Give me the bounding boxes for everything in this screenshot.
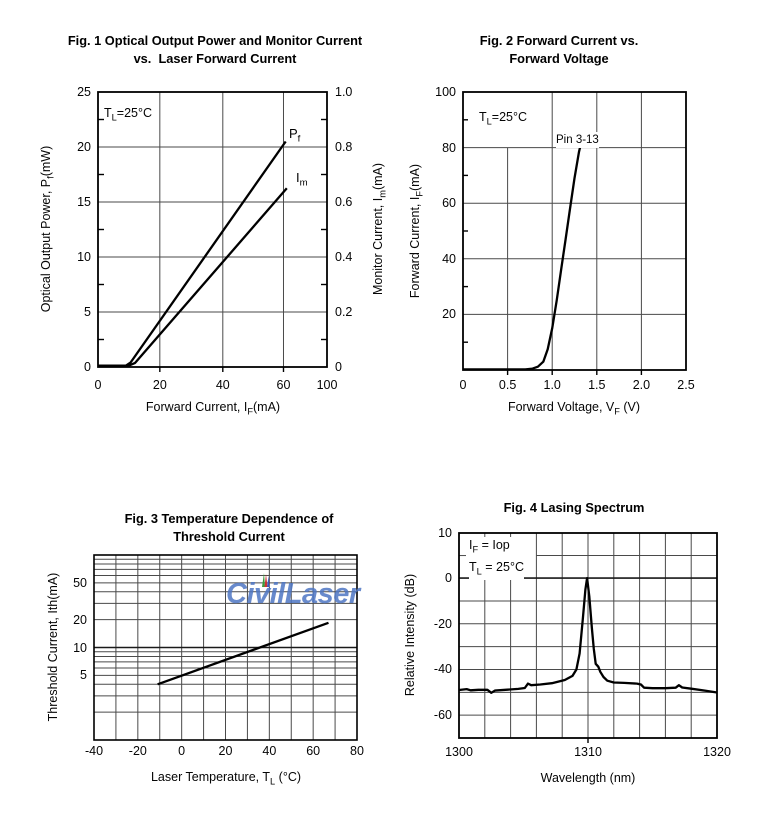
fig1-y2-tick-label: 0.6 — [335, 195, 353, 209]
fig2-x-tick-label: 2.5 — [677, 378, 695, 392]
fig2-x-tick-label: 0.5 — [498, 378, 517, 392]
fig4-x-axis-label: Wavelength (nm) — [540, 771, 636, 785]
fig2-y-tick-label: 80 — [442, 140, 456, 155]
fig1-x-tick-label: 40 — [215, 378, 230, 392]
fig2-x-tick-label: 1.0 — [543, 378, 561, 392]
fig3-y-tick-label: 20 — [73, 612, 87, 627]
fig1-y-tick-label: 25 — [77, 85, 91, 99]
fig4-svg — [458, 532, 718, 743]
figure-1-title: Fig. 1 Optical Output Power and Monitor … — [35, 32, 395, 68]
fig2-annotation-1: TL=25°C — [479, 109, 528, 130]
fig4-y-tick-label: -20 — [433, 616, 452, 631]
fig2-annotation-2: Pin 3-13 — [556, 132, 599, 148]
fig1-y-tick-label: 20 — [77, 140, 91, 154]
fig1-x-tick-label: 20 — [152, 378, 167, 392]
fig2-x-tick-label: 1.5 — [588, 378, 606, 392]
fig3-x-tick-label: 60 — [306, 744, 321, 758]
fig4-curve-0 — [458, 576, 718, 694]
fig1-plot-border — [97, 91, 328, 368]
fig1-y2-tick-label: 0 — [335, 360, 342, 374]
fig3-y-tick-label: 10 — [73, 640, 87, 655]
fig2-y-tick-label: 40 — [442, 251, 456, 266]
figure-4-title: Fig. 4 Lasing Spectrum — [444, 499, 704, 517]
fig3-x-tick-label: -20 — [128, 744, 147, 758]
fig1-title-line-2: vs. Laser Forward Current — [133, 51, 297, 66]
fig3-curve-0 — [157, 621, 329, 686]
fig1-y-tick-label: 15 — [77, 195, 91, 209]
fig2-y-tick-label: 60 — [442, 196, 456, 211]
fig4-annotation-line: IF = Iop — [469, 538, 510, 555]
fig2-x-tick-label: 2.0 — [632, 378, 651, 392]
fig1-title-line-1: Fig. 1 Optical Output Power and Monitor … — [67, 33, 363, 48]
fig4-annotation-line: TL = 25°C — [469, 559, 524, 577]
figure-2-title: Fig. 2 Forward Current vs. Forward Voltag… — [429, 32, 689, 68]
fig1-x-axis-label: Forward Current, IF(mA) — [145, 399, 281, 417]
fig1-x-tick-label: 0 — [94, 378, 102, 392]
fig1-annotation-line: TL=25°C — [104, 106, 153, 123]
fig2-curve-0 — [463, 147, 582, 371]
fig3-title-line-2: Threshold Current — [173, 529, 285, 544]
figure-3-title: Fig. 3 Temperature Dependence of Threshol… — [79, 510, 379, 546]
fig3-y-tick-label: 50 — [73, 575, 87, 590]
fig4-y-tick-label: -40 — [433, 662, 452, 677]
fig1-annotation-1: TL=25°C — [104, 105, 153, 126]
fig3-x-tick-label: 40 — [262, 744, 277, 758]
fig2-plot-border — [462, 91, 687, 371]
fig1-series-label-2: Im — [296, 170, 308, 189]
fig1-y-tick-label: 0 — [84, 360, 91, 374]
fig3-x-tick-label: 80 — [350, 744, 364, 758]
fig1-y2-tick-label: 0.4 — [335, 250, 353, 264]
fig1-y2-tick-label: 0.8 — [335, 140, 353, 154]
fig3-plot-border — [93, 554, 358, 741]
fig1-y-axis-label: Optical Output Power, Pf(mW) — [38, 145, 56, 313]
fig3-x-tick-label: 20 — [218, 744, 233, 758]
fig1-x-tick-label: 100 — [316, 378, 338, 392]
fig4-x-tick-label: 1300 — [445, 745, 473, 759]
fig1-svg — [97, 91, 328, 372]
fig3-x-tick-label: 0 — [178, 744, 186, 758]
fig1-curve-0 — [98, 140, 287, 367]
fig3-svg — [93, 554, 358, 741]
fig2-y-tick-label: 20 — [442, 307, 456, 322]
fig2-annotation-line: TL=25°C — [479, 110, 528, 127]
fig2-title-line-1: Fig. 2 Forward Current vs. — [479, 33, 639, 48]
fig2-x-tick-label: 0 — [459, 378, 467, 392]
fig4-plot-border — [458, 532, 718, 739]
fig1-y-tick-label: 10 — [77, 250, 91, 264]
fig3-x-tick-label: -40 — [84, 744, 104, 758]
fig3-y-tick-label: 5 — [80, 668, 87, 683]
fig2-y-tick-label: 100 — [435, 85, 456, 99]
fig4-y-axis-label: Relative Intensity (dB) — [403, 573, 417, 697]
fig4-annotation-1: IF = Iop TL = 25°C — [469, 537, 524, 580]
fig2-title-line-2: Forward Voltage — [509, 51, 609, 66]
fig1-y2-tick-label: 0.2 — [335, 305, 353, 319]
fig4-y-tick-label: 0 — [445, 571, 452, 586]
figure-4-plot — [458, 532, 718, 743]
fig1-x-tick-label: 60 — [276, 378, 291, 392]
fig3-title-line-1: Fig. 3 Temperature Dependence of — [124, 511, 334, 526]
fig4-x-tick-label: 1310 — [574, 745, 602, 759]
fig1-y2-tick-label: 1.0 — [335, 85, 353, 99]
fig4-y-tick-label: -60 — [433, 708, 452, 723]
fig1-curve-1 — [98, 187, 288, 367]
fig3-y-axis-label: Threshold Current, Ith(mA) — [46, 572, 60, 722]
fig4-x-tick-label: 1320 — [703, 745, 731, 759]
fig2-y-axis-label: Forward Current, IF(mA) — [407, 163, 425, 299]
fig4-y-tick-label: 10 — [438, 526, 452, 540]
fig3-x-axis-label: Laser Temperature, TL (°C) — [150, 769, 302, 787]
fig1-y-tick-label: 5 — [84, 305, 91, 319]
fig1-y2-axis-label: Monitor Current, Im(mA) — [370, 162, 388, 296]
fig2-x-axis-label: Forward Voltage, VF (V) — [507, 399, 641, 417]
figure-3-plot — [93, 554, 358, 741]
fig4-title-line-1: Fig. 4 Lasing Spectrum — [503, 500, 645, 515]
fig2-annotation-line: Pin 3-13 — [556, 134, 599, 146]
fig1-series-label-1: Pf — [289, 126, 301, 145]
figure-1-plot — [97, 91, 328, 372]
